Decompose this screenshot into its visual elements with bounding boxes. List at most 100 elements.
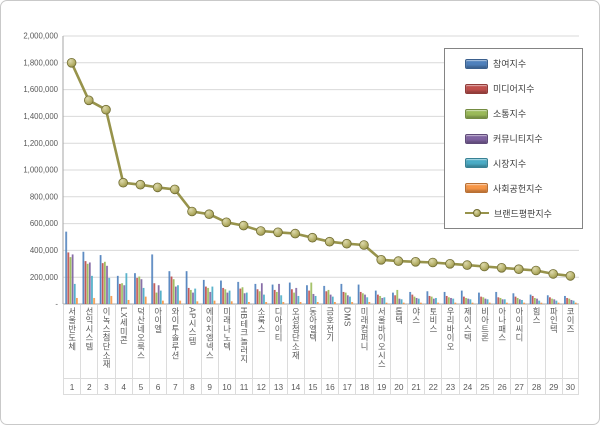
bar-소통지수	[551, 298, 554, 304]
bar-미디어지수	[411, 294, 414, 304]
bar-소통지수	[396, 289, 399, 304]
bar-사회공헌지수	[265, 301, 268, 304]
legend-item: 소통지수	[465, 102, 582, 126]
bar-커뮤니티지수	[467, 298, 470, 304]
bar-시장지수	[245, 292, 248, 304]
bar-소통지수	[499, 297, 502, 304]
line-marker	[307, 232, 318, 243]
bar-시장지수	[521, 299, 523, 304]
bar-참여지수	[237, 281, 240, 304]
line-marker	[393, 256, 404, 266]
bar-커뮤니티지수	[553, 299, 556, 304]
bar-소통지수	[430, 296, 433, 304]
bar-커뮤니티지수	[346, 295, 349, 304]
line-marker	[135, 179, 146, 190]
bar-커뮤니티지수	[260, 283, 263, 304]
legend-item: 시장지수	[465, 151, 582, 175]
bar-소통지수	[413, 296, 416, 304]
bar-참여지수	[529, 294, 532, 304]
bar-참여지수	[271, 284, 274, 304]
line-marker	[187, 206, 197, 217]
line-marker	[427, 257, 438, 268]
bar-참여지수	[546, 295, 549, 304]
bar-커뮤니티지수	[450, 297, 453, 304]
bar-사회공헌지수	[110, 295, 113, 304]
legend-label: 브랜드평판지수	[494, 208, 552, 219]
line-marker	[101, 104, 111, 115]
bar-사회공헌지수	[385, 302, 388, 304]
bar-커뮤니티지수	[243, 293, 246, 304]
legend-item: 커뮤니티지수	[465, 127, 582, 151]
y-axis-tick-label: 1,200,000	[23, 139, 58, 148]
bar-커뮤니티지수	[381, 297, 384, 304]
bar-커뮤니티지수	[536, 298, 539, 304]
bar-시장지수	[125, 273, 128, 304]
y-axis-tick-label: 1,800,000	[23, 58, 58, 67]
line-marker	[290, 228, 301, 239]
bar-커뮤니티지수	[71, 254, 74, 304]
bar-참여지수	[220, 280, 222, 304]
bar-사회공헌지수	[420, 302, 422, 304]
bar-미디어지수	[394, 295, 397, 304]
bar-사회공헌지수	[248, 301, 250, 304]
bar-미디어지수	[445, 295, 448, 304]
legend-swatch-icon	[465, 158, 488, 169]
bar-참여지수	[374, 290, 377, 304]
bar-사회공헌지수	[488, 302, 491, 304]
bar-소통지수	[103, 261, 106, 304]
bar-커뮤니티지수	[484, 298, 487, 304]
bar-시장지수	[142, 287, 145, 304]
bar-참여지수	[512, 293, 515, 304]
bar-시장지수	[228, 290, 231, 304]
bar-사회공헌지수	[557, 302, 560, 304]
bar-커뮤니티지수	[123, 285, 126, 304]
legend-item: 참여지수	[465, 52, 582, 76]
line-marker	[410, 256, 421, 267]
y-axis-tick-label: 400,000	[30, 246, 59, 255]
bar-소통지수	[327, 289, 330, 304]
bar-시장지수	[263, 294, 265, 304]
bar-미디어지수	[463, 296, 465, 304]
bar-커뮤니티지수	[364, 294, 367, 304]
bar-미디어지수	[222, 287, 225, 304]
bar-사회공헌지수	[162, 300, 164, 304]
bar-미디어지수	[84, 261, 87, 304]
bar-미디어지수	[549, 297, 551, 304]
bar-소통지수	[258, 291, 261, 304]
bar-소통지수	[241, 287, 244, 304]
line-marker	[462, 260, 473, 270]
line-marker	[479, 261, 490, 272]
bar-사회공헌지수	[299, 301, 302, 304]
line-marker	[118, 177, 128, 188]
bar-참여지수	[306, 285, 308, 304]
bar-소통지수	[568, 298, 571, 304]
bar-시장지수	[452, 298, 455, 304]
bar-소통지수	[344, 292, 347, 304]
bar-사회공헌지수	[471, 302, 474, 304]
bar-미디어지수	[514, 296, 517, 304]
bar-소통지수	[172, 279, 175, 304]
bar-참여지수	[426, 291, 429, 304]
bar-참여지수	[65, 231, 68, 304]
bar-시장지수	[503, 299, 506, 304]
bar-소통지수	[310, 282, 313, 304]
line-marker	[513, 264, 524, 275]
bar-사회공헌지수	[179, 300, 182, 304]
bar-소통지수	[447, 297, 450, 304]
bar-미디어지수	[377, 294, 379, 304]
legend-label: 소통지수	[493, 109, 527, 120]
bar-커뮤니티지수	[570, 299, 573, 304]
line-marker	[238, 220, 249, 231]
bar-사회공헌지수	[316, 301, 319, 304]
legend-label: 참여지수	[493, 59, 527, 70]
legend-item: 사회공헌지수	[465, 176, 582, 200]
bar-참여지수	[392, 292, 394, 304]
legend-swatch-icon	[465, 183, 488, 194]
y-axis-tick-label: 1,600,000	[23, 85, 58, 94]
bar-미디어지수	[205, 286, 207, 304]
bar-소통지수	[275, 291, 278, 304]
bar-미디어지수	[342, 291, 345, 304]
bar-미디어지수	[256, 289, 259, 304]
bar-참여지수	[99, 255, 102, 304]
